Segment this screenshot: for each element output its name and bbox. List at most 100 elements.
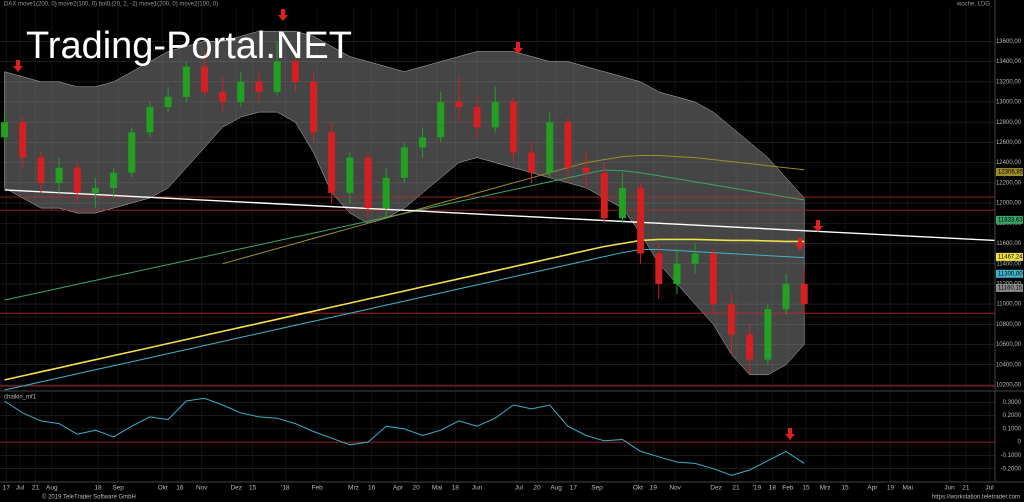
- candle-body: [309, 81, 317, 133]
- candle-body: [582, 167, 590, 173]
- y-tick-label: 13000,00: [996, 100, 1022, 106]
- x-tick-label: Jun: [472, 485, 483, 492]
- header-title: DAX move1(200, 0) move2(100, 0) boll1(20…: [4, 2, 218, 8]
- y-tick-label: 12400,00: [996, 160, 1022, 166]
- watermark: Trading-Portal.NET: [26, 25, 352, 67]
- bollinger-band: [4, 30, 805, 376]
- y-tick-label: 13200,00: [996, 79, 1022, 85]
- candle-body: [491, 101, 499, 128]
- x-tick-label: Mai: [432, 485, 442, 492]
- candle-body: [746, 334, 754, 360]
- arrow: [13, 60, 23, 72]
- x-tick-label: Apr: [393, 485, 404, 492]
- candle-body: [528, 152, 536, 173]
- candle-body: [237, 81, 245, 102]
- candle-body: [691, 253, 699, 264]
- candle-body: [19, 122, 27, 158]
- candle-body: [473, 107, 481, 128]
- candle-body: [73, 167, 81, 193]
- x-tick-label: 18: [769, 485, 777, 492]
- x-tick-label: 21: [32, 485, 40, 492]
- y-tick-label: 10400,00: [996, 362, 1022, 368]
- x-tick-label: 17: [3, 485, 11, 492]
- candle-body: [364, 157, 372, 209]
- x-tick-label: 19: [887, 485, 895, 492]
- price-tag-label: 12306,85: [998, 170, 1024, 176]
- plots: 10200,00 10400,00 10600,00 10800,00 11000,00…: [0, 8, 1024, 492]
- y-tick-label: 13600,00: [996, 39, 1022, 45]
- y-tick-label: 10800,00: [996, 322, 1022, 328]
- y-tick-label: 12600,00: [996, 140, 1022, 146]
- x-tick-label: 19: [650, 485, 658, 492]
- x-tick-label: 16: [368, 485, 376, 492]
- footer-url: https://workstation.teletrader.com: [932, 495, 1020, 501]
- y-tick-label: 11000,00: [996, 302, 1021, 308]
- x-tick-label: 15: [841, 485, 849, 492]
- x-tick-label: Feb: [312, 485, 324, 492]
- x-tick-label: 17: [570, 485, 578, 492]
- signal-arrows: [13, 9, 823, 440]
- candle-body: [564, 122, 572, 168]
- x-tick-label: 20: [413, 485, 421, 492]
- y-tick-label: 12800,00: [996, 120, 1022, 126]
- candle-body: [618, 187, 626, 219]
- arrow: [795, 238, 805, 250]
- candle-body: [673, 263, 681, 284]
- moving-average: [222, 155, 805, 265]
- x-tick-label: Sep: [112, 485, 124, 492]
- y-tick-label: 12000,00: [996, 201, 1022, 207]
- x-tick-label: Aug: [550, 485, 562, 492]
- price-tag: [996, 269, 1023, 278]
- x-tick-label: Apr: [867, 485, 878, 492]
- x-tick-label: Mai: [903, 485, 913, 492]
- y-tick-label: 12200,00: [996, 180, 1022, 186]
- y-tick-label: 0.3000: [1003, 400, 1022, 406]
- y-tick-label: -0.2000: [1001, 466, 1022, 472]
- candle-body: [1, 122, 9, 138]
- x-tick-label: 21: [732, 485, 740, 492]
- pane-title: chaikin_mf1: [4, 395, 37, 401]
- arrow: [278, 9, 288, 21]
- x-tick-label: Aug: [46, 485, 58, 492]
- x-tick-label: Mrz: [820, 485, 831, 492]
- x-tick-label: 15: [802, 485, 810, 492]
- y-tick-label: 10200,00: [996, 383, 1022, 389]
- x-tick-label: 18: [452, 485, 460, 492]
- y-tick-label: 11400,00: [996, 261, 1021, 267]
- x-tick-label: Mrz: [348, 485, 359, 492]
- y-tick-label: 11600,00: [996, 241, 1021, 247]
- x-tick-label: Dez: [710, 485, 722, 492]
- candle-body: [273, 61, 281, 92]
- x-tick-label: Jul: [16, 485, 25, 492]
- moving-average: [4, 249, 805, 391]
- y-tick-label: 0: [1018, 440, 1022, 446]
- arrow: [813, 220, 823, 232]
- candle-body: [146, 107, 154, 133]
- x-tick-label: Jul: [515, 485, 524, 492]
- x-tick-label: Nov: [669, 485, 681, 492]
- x-tick-label: 18: [95, 485, 103, 492]
- candle-body: [164, 96, 172, 108]
- x-tick-label: '18: [281, 485, 290, 492]
- price-tag-label: 11300,00: [998, 271, 1023, 277]
- price-tag: [996, 168, 1023, 177]
- candle-body: [655, 253, 663, 284]
- candle-body: [419, 137, 427, 148]
- x-tick-label: Okt: [633, 485, 643, 492]
- candle-body: [764, 309, 772, 360]
- y-tick-label: 0.1000: [1003, 426, 1022, 432]
- price-tag-label: 11160,15: [998, 285, 1023, 291]
- x-tick-label: 21: [962, 485, 970, 492]
- x-tick-label: Sep: [591, 485, 603, 492]
- price-tag-label: 11833,63: [998, 217, 1023, 223]
- candle-body: [600, 172, 608, 219]
- copyright: © 2019 TeleTrader Software GmbH: [42, 494, 136, 501]
- candle-body: [709, 253, 717, 305]
- candle-body: [400, 147, 408, 178]
- x-tick-label: Dez: [230, 485, 242, 492]
- header-interval: woche, LDG: [956, 2, 990, 8]
- candle-body: [509, 101, 517, 153]
- candle-body: [255, 81, 263, 92]
